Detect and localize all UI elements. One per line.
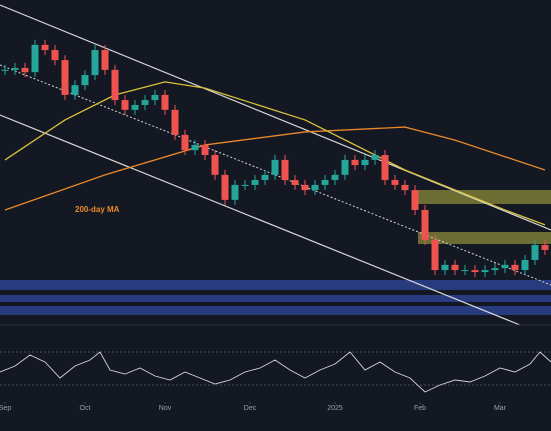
candle [121, 100, 129, 110]
ma-annotation: 200-day MA [75, 205, 120, 214]
candle [141, 100, 149, 105]
candle [471, 270, 479, 273]
candle [181, 134, 189, 151]
candle [1, 69, 9, 71]
rsi-line [0, 351, 551, 393]
x-tick-label: Dec [244, 405, 257, 412]
candle [371, 155, 379, 160]
candle [361, 159, 369, 166]
resistance-zone [418, 190, 551, 204]
candle [351, 159, 359, 166]
candle [151, 94, 159, 101]
candle [91, 50, 99, 76]
candle [511, 264, 519, 271]
candle [251, 180, 259, 185]
candle [531, 245, 539, 260]
candle [401, 184, 409, 191]
candle [231, 184, 239, 200]
x-tick-label: Oct [80, 405, 91, 412]
candle [541, 245, 549, 250]
candle [451, 264, 459, 271]
candle [411, 190, 419, 210]
candle [261, 174, 269, 181]
candle [81, 75, 89, 86]
candle [491, 268, 499, 271]
candle [331, 174, 339, 181]
resistance-zone [418, 232, 551, 244]
candle [11, 67, 19, 70]
candle [71, 85, 79, 95]
support-zone [0, 295, 551, 302]
candle [281, 159, 289, 181]
candle [521, 260, 529, 271]
candle [161, 94, 169, 110]
candle [271, 159, 279, 175]
candle [191, 144, 199, 151]
support-zone [0, 280, 551, 290]
candle [381, 155, 389, 181]
candle [131, 104, 139, 110]
channel-top [0, 4, 551, 231]
moving-average [4, 126, 546, 211]
candle [461, 270, 469, 272]
candle [421, 209, 429, 240]
candle [101, 50, 109, 70]
x-tick-label: Nov [159, 405, 172, 412]
candle [221, 174, 229, 200]
candle [501, 264, 509, 269]
candle [201, 144, 209, 156]
candle [391, 180, 399, 185]
x-tick-label: Sep [0, 405, 11, 412]
channel-bottom [0, 114, 521, 326]
x-tick-label: Mar [494, 405, 507, 412]
support-zone [0, 306, 551, 315]
candle [291, 180, 299, 185]
candle [41, 44, 49, 51]
x-tick-label: 2025 [327, 405, 343, 412]
candle [301, 184, 309, 191]
candle [31, 44, 39, 73]
candle [341, 159, 349, 175]
candle [51, 50, 59, 61]
candle [111, 69, 119, 101]
candle [431, 239, 439, 271]
candle [241, 184, 249, 186]
candle [211, 155, 219, 175]
candle [21, 67, 29, 73]
moving-average [4, 81, 546, 226]
candle [61, 60, 69, 95]
candle [311, 184, 319, 191]
candle [441, 264, 449, 271]
candle [481, 270, 489, 273]
candle [321, 180, 329, 185]
x-tick-label: Feb [414, 405, 426, 412]
candle [171, 109, 179, 135]
